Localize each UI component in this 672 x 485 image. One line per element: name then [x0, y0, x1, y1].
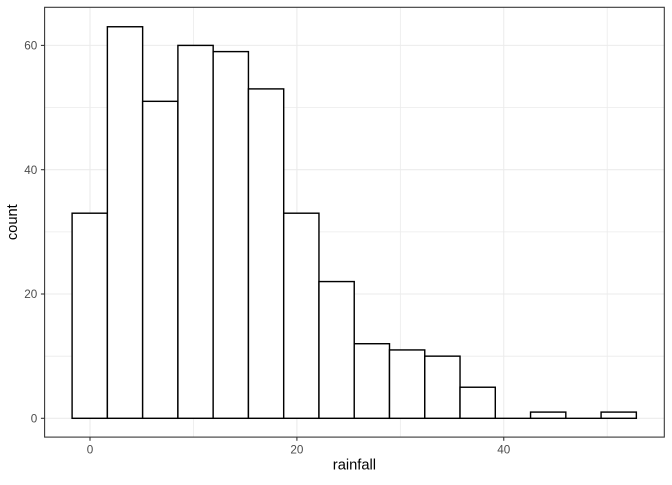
svg-text:20: 20	[24, 288, 38, 301]
svg-text:rainfall: rainfall	[333, 458, 376, 474]
svg-text:60: 60	[24, 40, 38, 53]
svg-text:20: 20	[290, 443, 304, 456]
svg-text:40: 40	[497, 443, 511, 456]
svg-text:count: count	[5, 204, 21, 240]
svg-text:0: 0	[31, 413, 38, 426]
svg-text:40: 40	[24, 164, 38, 177]
svg-text:0: 0	[87, 443, 94, 456]
